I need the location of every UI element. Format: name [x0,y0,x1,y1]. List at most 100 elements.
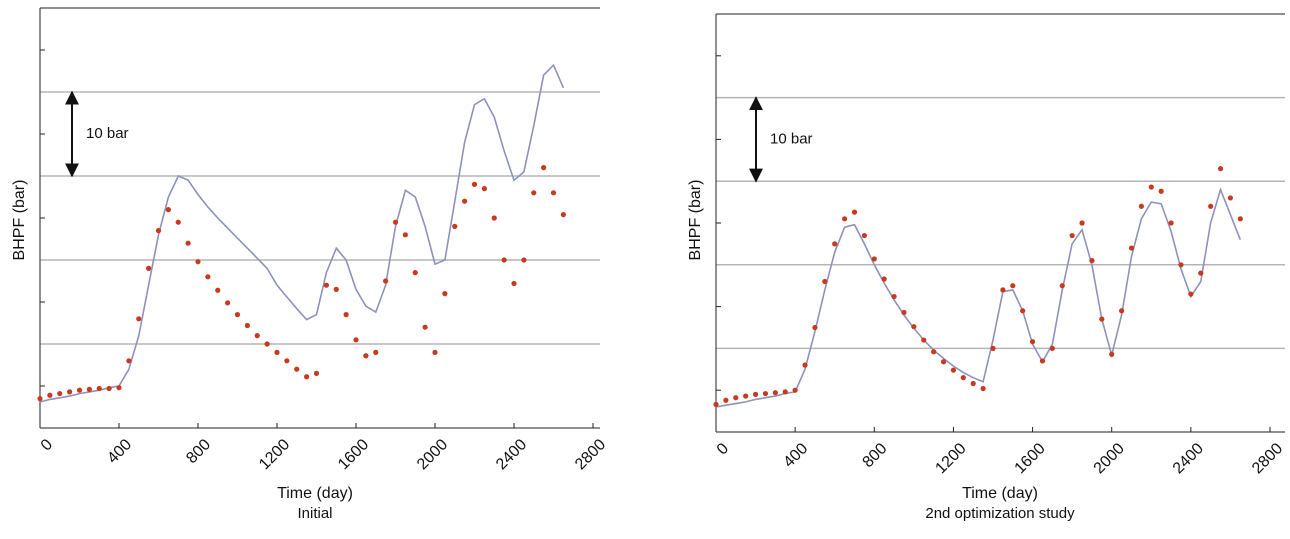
obs-point [1099,316,1105,322]
obs-point [1227,195,1234,201]
obs-point [146,265,152,271]
obs-point [861,232,867,239]
obs-point [762,390,769,397]
obs-point [891,293,897,300]
obs-point [116,385,122,391]
obs-point [1168,220,1174,226]
obs-point [1217,166,1224,172]
x-axis-label: Time (day) [962,485,1038,502]
obs-point [1237,216,1243,222]
obs-point [970,380,976,387]
obs-point [383,278,389,284]
obs-point [264,341,270,347]
obs-point [752,391,759,397]
obs-point [136,316,142,322]
obs-point [1029,339,1036,345]
obs-point [501,257,507,263]
obs-point [521,257,527,263]
obs-point [950,367,957,373]
obs-point [772,390,778,396]
obs-point [550,190,557,196]
obs-point [1000,287,1006,293]
x-tick-label: 400 [780,440,811,471]
obs-point [37,396,43,402]
obs-point [960,375,966,381]
obs-point [1188,291,1194,297]
obs-point [921,337,927,343]
x-tick-label: 2400 [1170,440,1207,477]
obs-point [1049,345,1055,351]
obs-point [511,280,517,287]
obs-point [871,256,877,262]
annotation-text: 10 bar [86,125,129,142]
x-tick-label: 800 [860,440,891,471]
obs-point [313,370,320,376]
obs-point [832,241,838,247]
obs-point [215,287,221,293]
obs-point [353,337,359,343]
y-axis-label: BHPF (bar) [687,180,704,261]
obs-point [126,358,132,364]
obs-point [155,228,162,234]
obs-point [940,359,947,365]
obs-point [1119,308,1125,314]
chart-panel: 0 400 800 1200 1600 2000 2400 2800 10 bar BHPF (b… [11,7,609,522]
obs-point [723,397,729,403]
obs-point [225,300,231,306]
obs-point [842,216,848,222]
obs-point [1059,283,1065,289]
obs-point [1089,258,1095,264]
obs-point [1020,308,1026,314]
obs-point [1148,184,1154,190]
obs-point [185,240,191,246]
obs-point [462,198,468,204]
annotation-text: 10 bar [770,130,813,147]
obs-point [343,312,349,318]
obs-point [782,389,788,395]
obs-point [980,385,986,392]
obs-point [422,324,428,330]
x-tick-label: 1200 [256,436,293,473]
y-axis-label: BHPF (bar) [11,180,28,261]
caption: Initial [297,505,332,522]
x-axis-label: Time (day) [277,485,353,502]
obs-point [254,333,260,339]
obs-point [560,212,566,218]
obs-point [57,390,63,397]
obs-point [792,387,798,393]
obs-point [911,324,917,330]
x-tick-label: 2400 [493,436,530,473]
obs-point [175,219,181,225]
obs-point [802,362,808,368]
obs-point [491,215,497,221]
obs-point [1079,220,1085,226]
obs-point [851,209,858,215]
obs-point [47,392,53,398]
caption: 2nd optimization study [925,505,1075,522]
x-tick-label: 2800 [572,436,609,473]
obs-point [106,385,112,392]
x-tick-label: 800 [183,436,214,467]
obs-point [76,387,83,393]
x-tick-label: 0 [38,436,56,454]
obs-point [733,395,739,401]
obs-point [412,270,418,276]
obs-point [822,278,828,285]
obs-point [392,219,399,225]
obs-point [990,345,996,351]
obs-point [442,291,448,297]
obs-point [1039,358,1046,364]
obs-point [471,181,478,187]
obs-point [333,286,339,292]
obs-point [713,401,719,408]
obs-point [244,322,250,329]
obs-point [1208,203,1214,209]
obs-point [481,186,487,192]
obs-point [531,190,537,196]
obs-point [323,282,329,288]
obs-point [1138,203,1144,209]
obs-point [1069,232,1075,239]
obs-point [1128,245,1135,251]
